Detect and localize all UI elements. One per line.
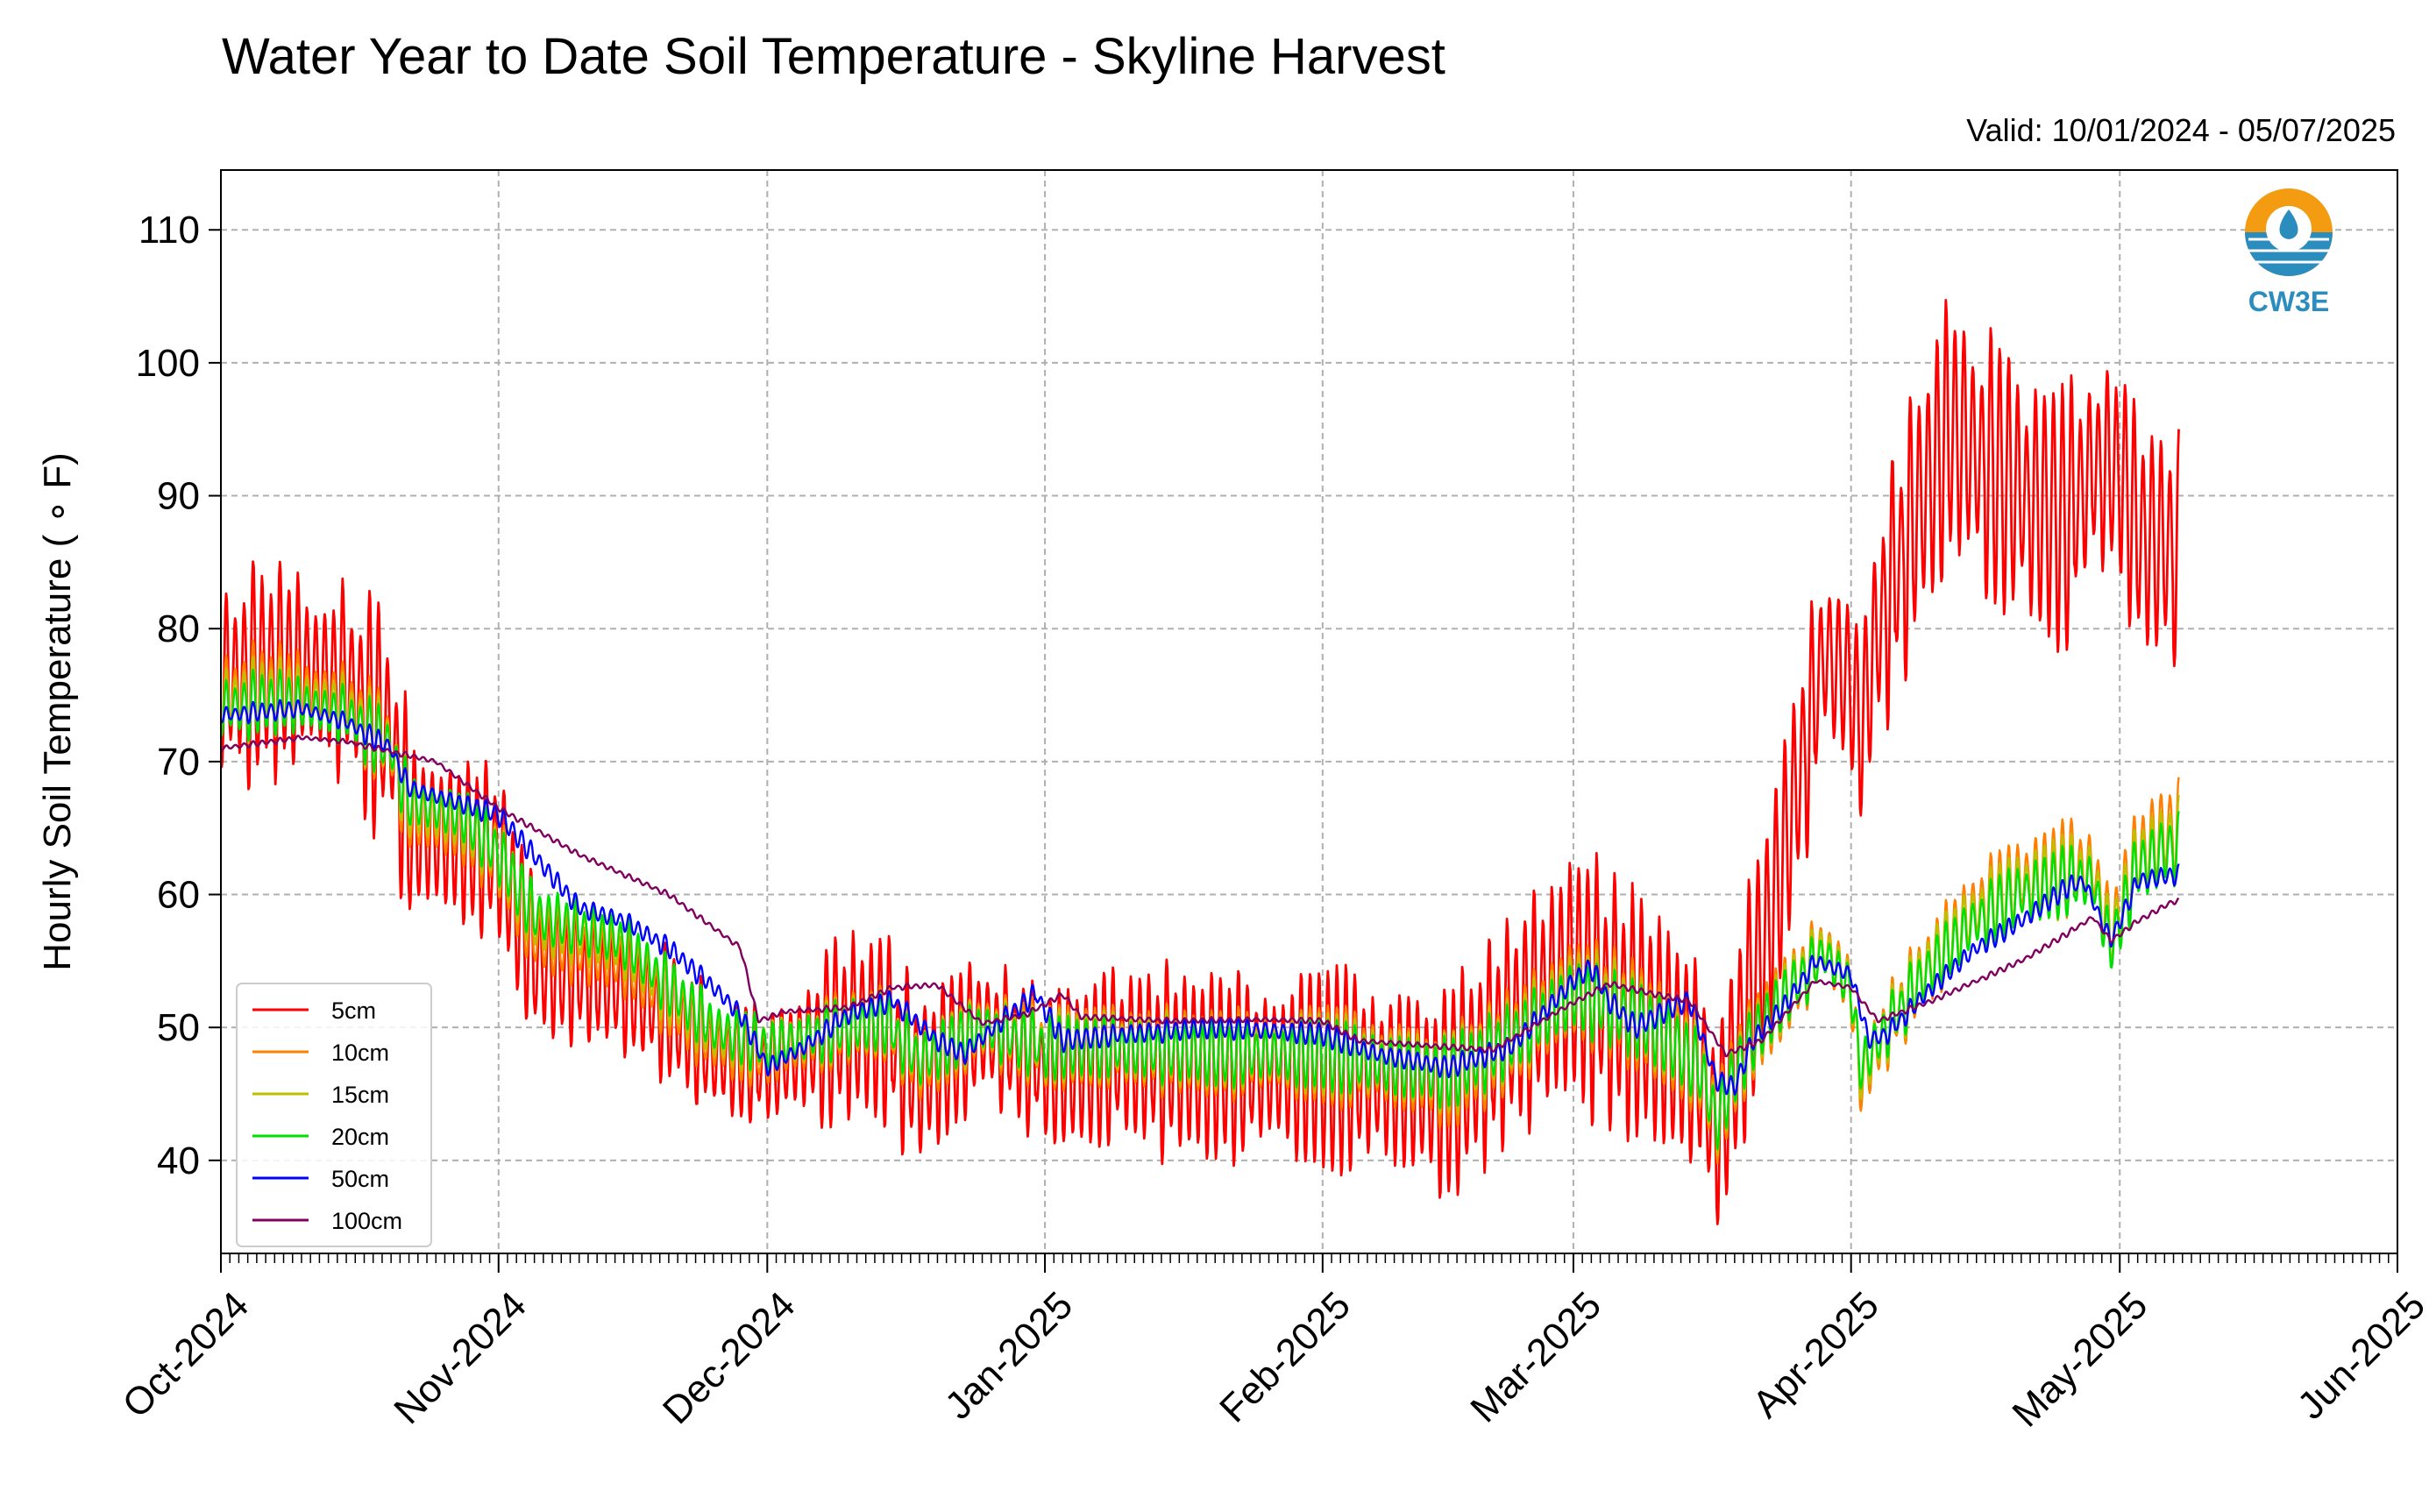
legend: 5cm 10cm 15cm 20cm 50cm 100cm	[236, 983, 432, 1247]
y-tick-label: 100	[136, 342, 200, 385]
y-axis-label: Hourly Soil Temperature ( ∘ F)	[36, 452, 79, 971]
legend-box	[236, 983, 432, 1247]
series-line-50cm	[221, 699, 2180, 1096]
legend-entry: 20cm	[331, 1124, 389, 1150]
y-tick-label: 50	[157, 1006, 200, 1049]
cw3e-logo: CW3E	[2245, 188, 2333, 317]
legend-entry: 15cm	[331, 1082, 389, 1108]
y-tick-label: 80	[157, 607, 200, 650]
logo-water-half	[2245, 232, 2333, 276]
series-lines	[221, 299, 2180, 1225]
legend-entry: 50cm	[331, 1166, 389, 1192]
logo-text: CW3E	[2248, 286, 2329, 317]
plot-frame	[220, 169, 2398, 1254]
series-line-100cm	[221, 735, 2180, 1058]
chart-subtitle: Valid: 10/01/2024 - 05/07/2025	[1966, 112, 2396, 148]
legend-entry: 5cm	[331, 997, 376, 1024]
logo-droplet-icon	[2279, 209, 2298, 239]
legend-entry: 100cm	[331, 1208, 402, 1234]
y-tick-label: 110	[138, 209, 200, 252]
y-tick-label: 90	[157, 475, 200, 518]
chart-title: Water Year to Date Soil Temperature - Sk…	[222, 28, 1445, 85]
series-line-20cm	[221, 668, 2180, 1151]
y-tick-label: 60	[157, 874, 200, 917]
legend-entry: 10cm	[331, 1040, 389, 1066]
y-tick-label: 70	[157, 741, 200, 784]
y-tick-label: 40	[157, 1139, 200, 1182]
